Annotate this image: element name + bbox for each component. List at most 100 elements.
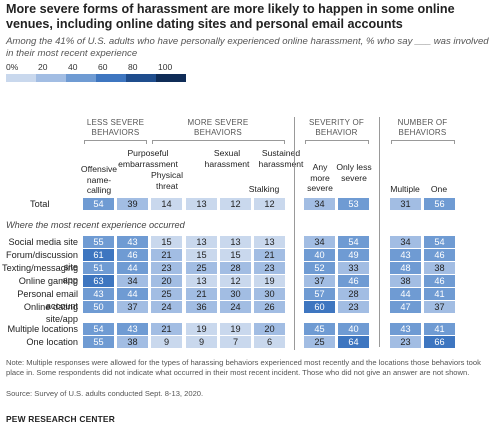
table-cell: 44	[390, 288, 421, 300]
table-cell: 41	[424, 323, 455, 335]
table-cell: 23	[390, 336, 421, 348]
column-header: Purposeful embarrassment	[118, 148, 178, 169]
table-cell: 46	[424, 275, 455, 287]
scale-label: 20	[38, 62, 48, 72]
table-cell: 43	[390, 249, 421, 261]
table-cell: 45	[304, 323, 335, 335]
table-cell: 31	[390, 198, 421, 210]
table-cell: 19	[254, 275, 285, 287]
table-cell: 46	[424, 249, 455, 261]
bracket-number	[391, 140, 454, 141]
table-cell: 38	[424, 262, 455, 274]
bracket-tick	[454, 140, 455, 144]
table-cell: 43	[117, 323, 148, 335]
table-cell: 37	[304, 275, 335, 287]
table-cell: 21	[151, 249, 182, 261]
table-cell: 38	[390, 275, 421, 287]
table-cell: 28	[338, 288, 369, 300]
table-cell: 21	[151, 323, 182, 335]
table-cell: 13	[254, 236, 285, 248]
table-cell: 13	[186, 275, 217, 287]
table-cell: 30	[220, 288, 251, 300]
table-cell: 64	[338, 336, 369, 348]
table-cell: 40	[338, 323, 369, 335]
table-cell: 50	[83, 301, 114, 313]
chart-note: Note: Multiple responses were allowed fo…	[6, 358, 481, 377]
table-cell: 19	[220, 323, 251, 335]
row-label: Personal email account	[17, 289, 78, 311]
chart-source: Source: Survey of U.S. adults conducted …	[6, 389, 204, 398]
table-cell: 37	[424, 301, 455, 313]
table-cell: 15	[151, 236, 182, 248]
column-header: Physical threat	[151, 170, 183, 191]
table-cell: 23	[338, 301, 369, 313]
scale-swatch	[6, 74, 36, 82]
table-cell: 25	[151, 288, 182, 300]
table-cell: 20	[254, 323, 285, 335]
table-cell: 34	[390, 236, 421, 248]
table-cell: 48	[390, 262, 421, 274]
table-cell: 21	[254, 249, 285, 261]
table-cell: 54	[338, 236, 369, 248]
table-cell: 63	[83, 275, 114, 287]
scale-label: 60	[98, 62, 108, 72]
row-label: Forum/discussion site	[6, 250, 78, 272]
table-cell: 39	[117, 198, 148, 210]
table-cell: 55	[83, 336, 114, 348]
table-cell: 25	[304, 336, 335, 348]
table-cell: 15	[186, 249, 217, 261]
group-header-more-severe: MORE SEVERE BEHAVIORS	[187, 118, 249, 137]
table-cell: 21	[186, 288, 217, 300]
table-cell: 34	[304, 198, 335, 210]
table-cell: 12	[220, 198, 251, 210]
table-cell: 12	[220, 275, 251, 287]
table-cell: 49	[338, 249, 369, 261]
table-cell: 12	[254, 198, 285, 210]
scale-swatch	[96, 74, 126, 82]
column-header: One	[430, 184, 448, 194]
scale-label: 0%	[6, 62, 19, 72]
table-cell: 30	[254, 288, 285, 300]
table-cell: 14	[151, 198, 182, 210]
table-cell: 23	[151, 262, 182, 274]
table-cell: 34	[304, 236, 335, 248]
table-cell: 46	[338, 275, 369, 287]
table-cell: 53	[338, 198, 369, 210]
table-cell: 44	[117, 288, 148, 300]
table-cell: 38	[117, 336, 148, 348]
row-label: Online dating site/app	[23, 302, 78, 324]
bracket-tick	[368, 140, 369, 144]
table-cell: 9	[186, 336, 217, 348]
table-cell: 54	[424, 236, 455, 248]
row-label: Multiple locations	[7, 324, 78, 334]
table-cell: 26	[254, 301, 285, 313]
table-cell: 24	[220, 301, 251, 313]
bracket-tick	[152, 140, 153, 144]
table-cell: 33	[338, 262, 369, 274]
table-cell: 37	[117, 301, 148, 313]
table-cell: 54	[83, 198, 114, 210]
table-cell: 43	[83, 288, 114, 300]
bracket-severity	[305, 140, 368, 141]
table-cell: 56	[424, 198, 455, 210]
table-cell: 24	[151, 301, 182, 313]
section-separator	[294, 117, 295, 350]
row-label: Texting/messaging app	[2, 263, 79, 285]
table-cell: 52	[304, 262, 335, 274]
column-header: Multiple	[390, 184, 420, 194]
table-cell: 13	[220, 236, 251, 248]
scale-swatch	[36, 74, 66, 82]
bracket-tick	[305, 140, 306, 144]
column-header: Sexual harassment	[204, 148, 250, 169]
table-cell: 51	[83, 262, 114, 274]
table-cell: 66	[424, 336, 455, 348]
scale-label: 100	[158, 62, 173, 72]
bracket-tick	[146, 140, 147, 144]
row-label: Total	[30, 199, 50, 209]
scale-swatch	[126, 74, 156, 82]
column-header: Sustained harassment	[258, 148, 304, 169]
table-cell: 23	[254, 262, 285, 274]
scale-swatch	[66, 74, 96, 82]
table-cell: 15	[220, 249, 251, 261]
column-header: Any more severe	[307, 162, 333, 193]
